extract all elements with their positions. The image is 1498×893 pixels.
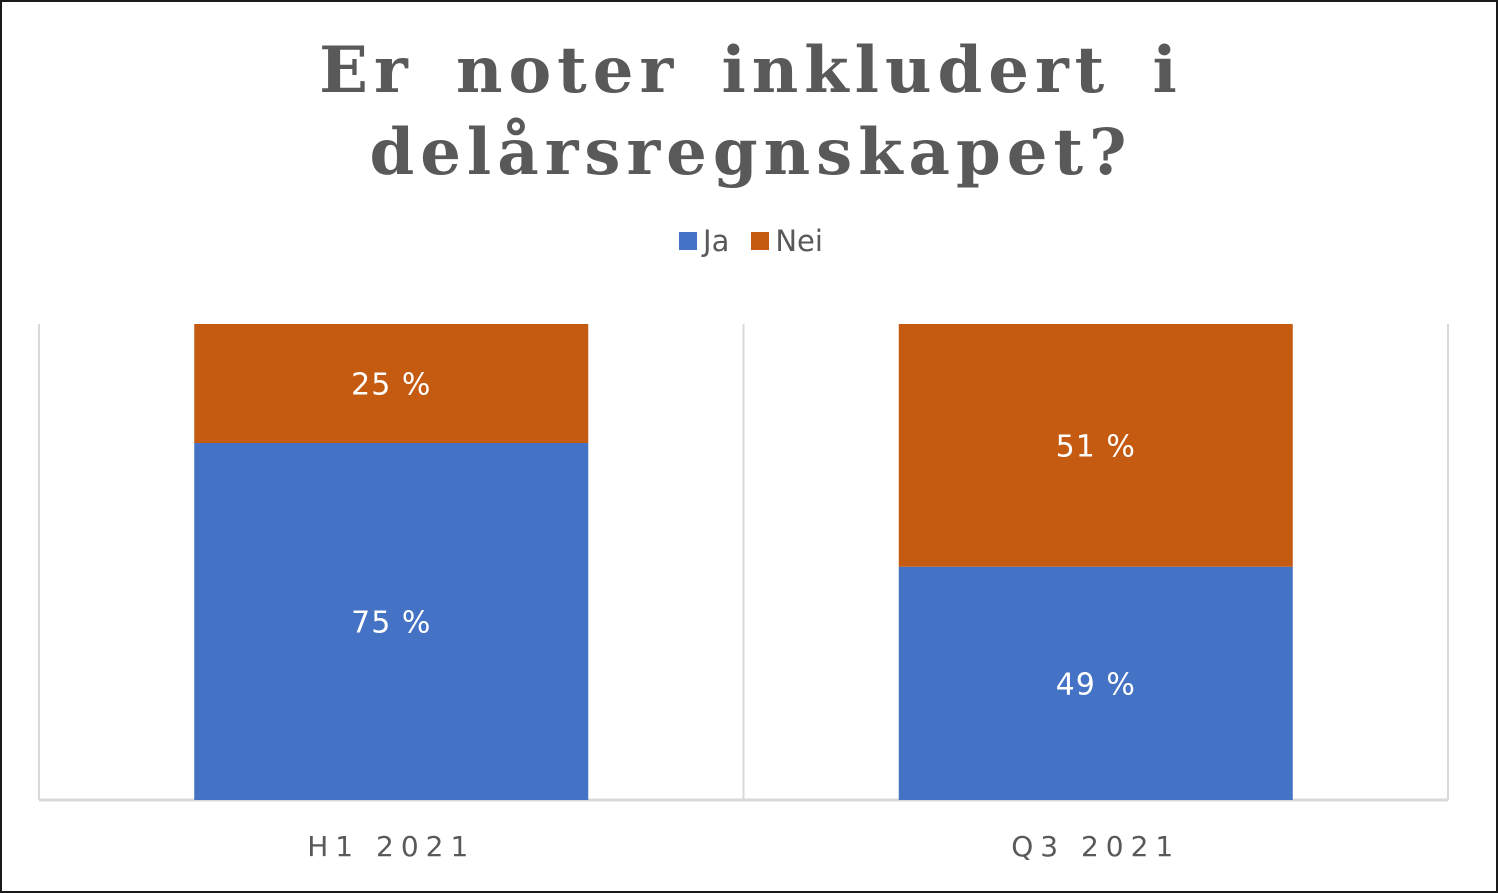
- chart-legend: Ja Nei: [2, 224, 1498, 258]
- legend-label-ja: Ja: [703, 224, 730, 258]
- bar-ja-q3-2021: [898, 566, 1293, 800]
- data-label-ja-q3-2021: 49 %: [1056, 667, 1136, 702]
- legend-item-nei: Nei: [751, 224, 823, 258]
- legend-swatch-nei: [751, 232, 770, 250]
- bar-nei-q3-2021: [898, 324, 1293, 567]
- data-label-nei-h1-2021: 25 %: [351, 368, 431, 403]
- data-label-ja-h1-2021: 75 %: [351, 606, 431, 641]
- bar-ja-h1-2021: [194, 443, 589, 800]
- x-tick-label: Q3 2021: [1011, 830, 1180, 863]
- chart-title: Er noter inkludert i delårsregnskapet?: [2, 30, 1498, 194]
- chart-title-line-1: Er noter inkludert i: [319, 33, 1183, 108]
- legend-item-ja: Ja: [679, 224, 729, 258]
- x-tick-label: H1 2021: [307, 830, 475, 863]
- legend-label-nei: Nei: [775, 224, 823, 258]
- chart-title-line-2: delårsregnskapet?: [369, 115, 1133, 190]
- legend-swatch-ja: [679, 232, 698, 250]
- data-label-nei-q3-2021: 51 %: [1056, 429, 1136, 464]
- bar-nei-h1-2021: [194, 324, 589, 443]
